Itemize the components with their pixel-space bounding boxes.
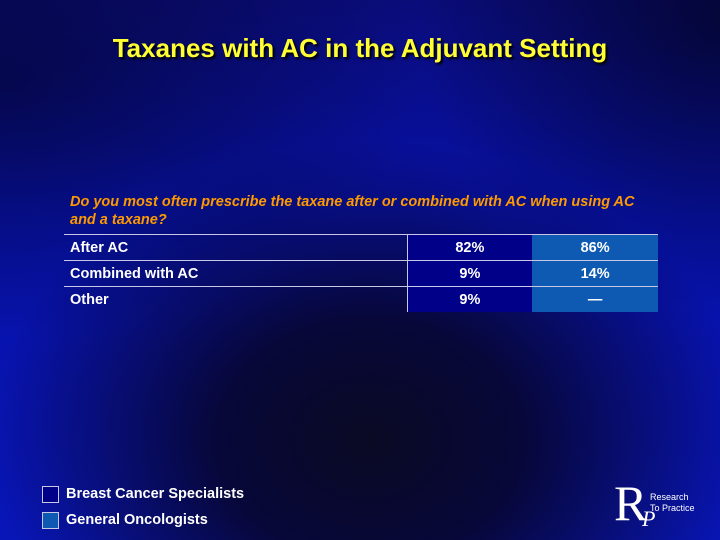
- legend-item-general-oncologists: General Oncologists: [42, 511, 244, 529]
- legend-label: Breast Cancer Specialists: [66, 486, 245, 502]
- slide-title: Taxanes with AC in the Adjuvant Setting: [112, 33, 608, 63]
- table-row: Combined with AC 9% 14%: [64, 260, 658, 287]
- logo-text: Research To Practice: [650, 492, 695, 514]
- table-row: Other 9% —: [64, 286, 658, 312]
- results-table: After AC 82% 86% Combined with AC 9% 14%…: [64, 234, 658, 312]
- general-oncologists-value: —: [532, 286, 658, 312]
- logo-line-2: To Practice: [650, 503, 695, 513]
- legend-label: General Oncologists: [66, 512, 208, 528]
- table-row: After AC 82% 86%: [64, 234, 658, 261]
- general-oncologists-value: 86%: [532, 234, 658, 261]
- logo-mark-p: P: [642, 506, 656, 531]
- logo-mark-r: R: [614, 475, 648, 531]
- row-label: Combined with AC: [64, 260, 408, 287]
- breast-cancer-specialists-value: 82%: [406, 234, 533, 261]
- survey-question: Do you most often prescribe the taxane a…: [70, 194, 635, 228]
- legend-swatch: [42, 485, 59, 503]
- breast-cancer-specialists-value: 9%: [406, 286, 533, 312]
- row-label: Other: [64, 286, 408, 312]
- legend-swatch: [42, 511, 59, 529]
- research-to-practice-logo: R P Research To Practice: [614, 478, 714, 534]
- breast-cancer-specialists-value: 9%: [406, 260, 533, 287]
- logo-line-1: Research: [650, 492, 689, 502]
- legend-item-breast-cancer-specialists: Breast Cancer Specialists: [42, 485, 244, 503]
- general-oncologists-value: 14%: [532, 260, 658, 287]
- row-label: After AC: [64, 234, 408, 261]
- legend: Breast Cancer Specialists General Oncolo…: [42, 485, 244, 537]
